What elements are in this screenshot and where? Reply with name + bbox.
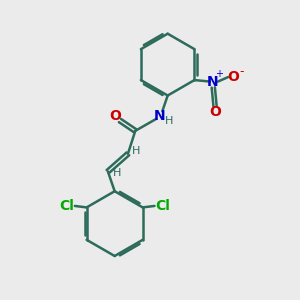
Text: +: + [215, 69, 223, 79]
Text: O: O [227, 70, 239, 84]
Text: O: O [209, 105, 221, 118]
Text: Cl: Cl [155, 199, 170, 213]
Text: -: - [239, 65, 244, 78]
Text: N: N [207, 74, 218, 88]
Text: N: N [154, 109, 165, 122]
Text: Cl: Cl [59, 199, 74, 213]
Text: H: H [165, 116, 173, 126]
Text: H: H [113, 168, 122, 178]
Text: H: H [132, 146, 140, 157]
Text: O: O [109, 109, 121, 122]
